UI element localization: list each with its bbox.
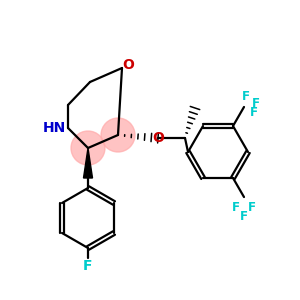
Text: F: F <box>248 200 256 214</box>
Text: HN: HN <box>42 121 66 135</box>
Text: F: F <box>250 106 258 119</box>
Text: F: F <box>232 200 240 214</box>
Circle shape <box>71 131 105 165</box>
Text: F: F <box>242 91 250 103</box>
Polygon shape <box>83 148 92 178</box>
Text: O: O <box>122 58 134 72</box>
Text: F: F <box>83 259 93 273</box>
Text: F: F <box>252 98 260 110</box>
Text: O: O <box>152 131 164 145</box>
Circle shape <box>101 118 135 152</box>
Text: F: F <box>240 209 248 223</box>
